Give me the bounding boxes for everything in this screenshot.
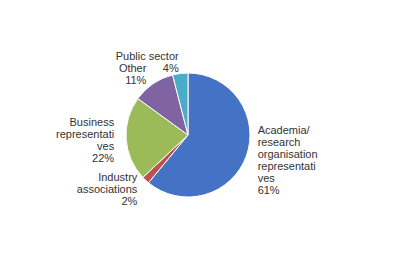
svg-text:Public sector4%: Public sector4% [116, 50, 179, 74]
svg-text:Industryassociations2%: Industryassociations2% [77, 171, 138, 207]
svg-text:Businessrepresentatives22%: Businessrepresentatives22% [56, 116, 115, 164]
svg-text:Academia/researchorganisationr: Academia/researchorganisationrepresentat… [258, 124, 318, 196]
svg-text:Other11%: Other11% [119, 62, 147, 86]
